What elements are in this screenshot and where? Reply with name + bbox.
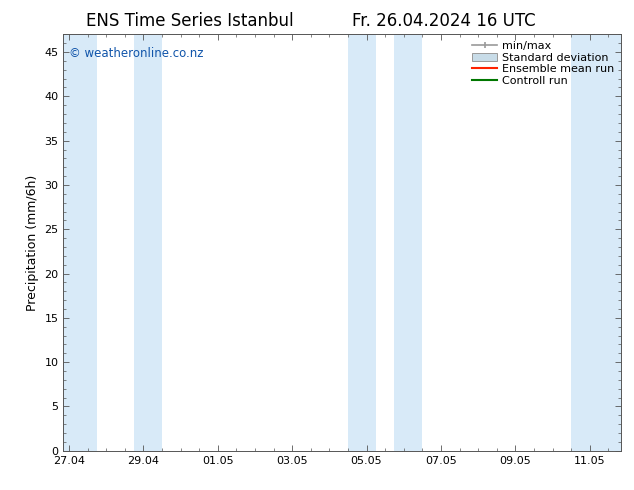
Legend: min/max, Standard deviation, Ensemble mean run, Controll run: min/max, Standard deviation, Ensemble me… — [469, 38, 618, 89]
Text: Fr. 26.04.2024 16 UTC: Fr. 26.04.2024 16 UTC — [352, 12, 536, 30]
Bar — [63, 34, 97, 451]
Text: ENS Time Series Istanbul: ENS Time Series Istanbul — [86, 12, 294, 30]
Y-axis label: Precipitation (mm/6h): Precipitation (mm/6h) — [26, 174, 39, 311]
Bar — [394, 34, 422, 451]
Bar — [348, 34, 376, 451]
Bar — [571, 34, 621, 451]
Text: © weatheronline.co.nz: © weatheronline.co.nz — [69, 47, 204, 60]
Bar — [134, 34, 162, 451]
